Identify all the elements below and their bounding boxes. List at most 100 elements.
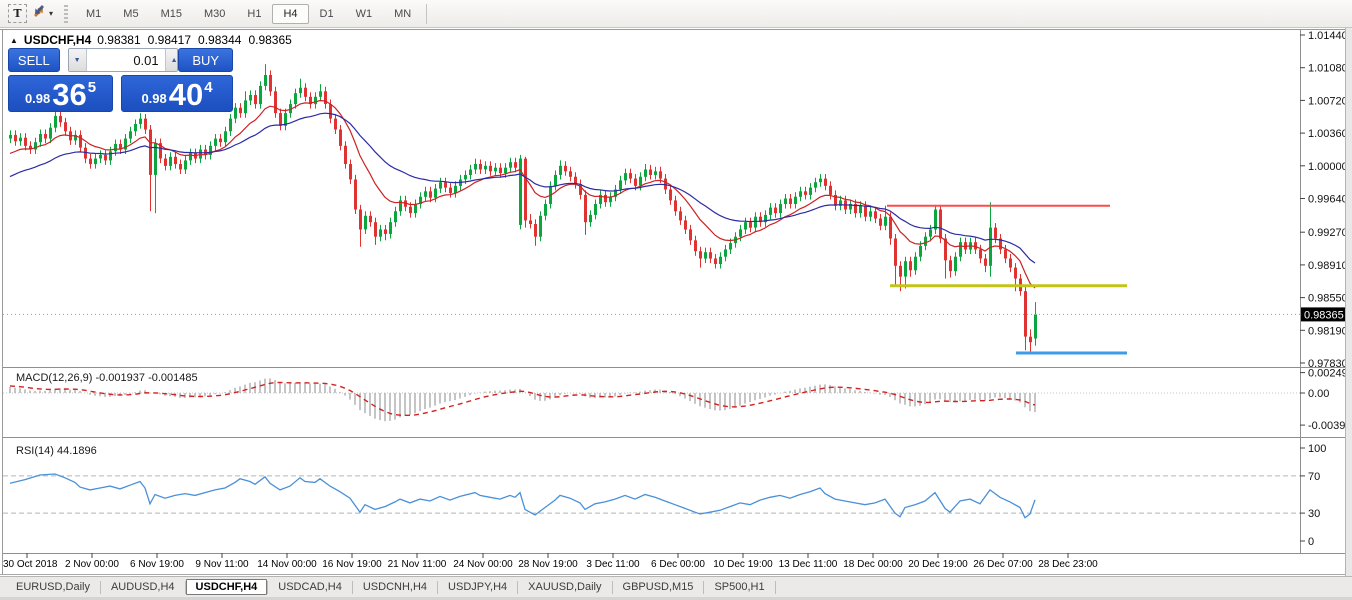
panel-frame [0,29,1352,575]
price-axis[interactable]: 1.01440 1.01080 1.00720 1.00360 1.00000 0.996… [1300,30,1348,370]
svg-text:3 Dec 11:00: 3 Dec 11:00 [586,559,640,570]
svg-text:14 Nov 00:00: 14 Nov 00:00 [257,559,317,570]
chart-tab-usdchf-h4[interactable]: USDCHF,H4 [185,579,268,595]
svg-text:1.00720: 1.00720 [1308,95,1348,107]
indicator-level-lines [3,392,1300,514]
timeframe-button-m5[interactable]: M5 [123,7,139,20]
timeframe-button-w1[interactable]: W1 [355,7,373,20]
ohlc-low: 0.98344 [198,33,242,47]
one-click-trade-panel: SELL ▼ ▲ BUY 0.98 36 5 0.98 40 4 [8,48,233,112]
svg-text:30 Oct 2018: 30 Oct 2018 [3,559,58,570]
svg-text:18 Dec 00:00: 18 Dec 00:00 [843,559,903,570]
chart-tab-usdjpy-h4[interactable]: USDJPY,H4 [448,581,508,593]
tab-separator [99,580,101,594]
svg-text:0.00: 0.00 [1308,388,1329,400]
svg-text:0.002492: 0.002492 [1308,368,1352,380]
svg-text:1.01080: 1.01080 [1308,63,1348,75]
window-right-edge [1345,28,1352,576]
tab-separator [437,580,439,594]
timeframe-button-m15[interactable]: M15 [160,7,182,20]
arrows-dropdown-caret[interactable]: ▾ [49,9,54,18]
chart-tab-audusd-h4[interactable]: AUDUSD,H4 [110,581,175,593]
tab-separator [774,580,776,594]
volume-increase-button[interactable]: ▲ [164,49,178,71]
chart-tab-sp500-h1[interactable]: SP500,H1 [714,581,765,593]
buy-price-sup: 4 [204,79,213,96]
svg-text:0.99270: 0.99270 [1308,227,1348,239]
toolbar-separator [426,3,428,24]
chart-tab-usdcnh-h4[interactable]: USDCNH,H4 [362,581,428,593]
text-tool-button[interactable]: T [1,3,28,25]
svg-text:2 Nov 00:00: 2 Nov 00:00 [65,559,119,570]
arrows-icon [31,3,47,24]
sell-price-prefix: 0.98 [24,91,51,106]
macd-histogram [9,378,1036,422]
top-toolbar: T ▾ M1 M5 M15 M30 H1 H4 D1 W1 MN [0,0,1352,28]
chart-symbol-period: USDCHF,H4 [23,33,92,47]
sell-price-big: 36 [52,77,87,113]
tab-separator [703,580,705,594]
timeframe-button-m1[interactable]: M1 [86,7,102,20]
arrows-tool-button[interactable]: ▾ [30,3,54,25]
chart-tab-eurusd-daily[interactable]: EURUSD,Daily [16,581,90,593]
timeframe-button-group: M1 M5 M15 M30 H1 H4 D1 W1 MN [75,3,422,24]
ma-slow-line [9,112,1036,264]
svg-text:100: 100 [1308,443,1326,455]
timeframe-button-d1[interactable]: D1 [319,7,334,20]
ohlc-close: 0.98365 [248,33,292,47]
svg-text:0.98910: 0.98910 [1308,260,1348,272]
svg-text:1.00360: 1.00360 [1308,128,1348,140]
tab-separator [351,580,353,594]
svg-text:26 Dec 07:00: 26 Dec 07:00 [973,559,1033,570]
tab-separator [267,580,269,594]
svg-text:20 Dec 19:00: 20 Dec 19:00 [908,559,968,570]
svg-text:28 Nov 19:00: 28 Nov 19:00 [518,559,578,570]
svg-text:70: 70 [1308,471,1320,483]
svg-text:10 Dec 19:00: 10 Dec 19:00 [713,559,773,570]
chart-tab-gbpusd-m15[interactable]: GBPUSD,M15 [622,581,694,593]
svg-text:0.98550: 0.98550 [1308,293,1348,305]
text-tool-icon: T [8,4,27,23]
chart-tab-usdcad-h4[interactable]: USDCAD,H4 [278,581,342,593]
chart-tab-xauusd-daily[interactable]: XAUUSD,Daily [528,581,602,593]
horizontal-line-objects [887,204,1127,355]
rsi-label: RSI(14) 44.1896 [16,445,97,457]
macd-axis: 0.002492 0.00 -0.003913 [1300,368,1352,432]
toolbar-grip-handle[interactable] [64,4,69,23]
macd-signal-line [9,381,1036,416]
chart-canvas[interactable]: 1.01440 1.01080 1.00720 1.00360 1.00000 0.996… [0,28,1352,576]
svg-text:-0.003913: -0.003913 [1308,420,1352,432]
svg-text:16 Nov 19:00: 16 Nov 19:00 [322,559,382,570]
ohlc-high: 0.98417 [147,33,192,47]
svg-text:6 Dec 00:00: 6 Dec 00:00 [651,559,705,570]
time-axis[interactable]: 30 Oct 2018 2 Nov 00:00 6 Nov 19:00 9 Nov 1… [3,553,1098,570]
volume-decrease-button[interactable]: ▼ [68,49,87,71]
svg-text:24 Nov 00:00: 24 Nov 00:00 [453,559,513,570]
volume-spinner: ▼ ▲ [67,48,179,72]
volume-input[interactable] [86,49,165,71]
svg-text:21 Nov 11:00: 21 Nov 11:00 [388,559,447,570]
rsi-line [9,473,1036,519]
timeframe-button-h4[interactable]: H4 [272,3,309,24]
sell-price-display[interactable]: 0.98 36 5 [8,75,114,113]
sell-button[interactable]: SELL [8,48,60,72]
svg-text:0.98190: 0.98190 [1308,325,1348,337]
timeframe-button-h1[interactable]: H1 [247,7,262,20]
ohlc-open: 0.98381 [97,33,141,47]
candles-layer [9,64,1037,353]
buy-price-big: 40 [168,77,204,113]
svg-text:28 Dec 23:00: 28 Dec 23:00 [1038,559,1098,570]
tab-separator [184,580,186,594]
tab-separator [611,580,613,594]
svg-text:0.99640: 0.99640 [1308,194,1348,206]
timeframe-button-m30[interactable]: M30 [203,7,226,20]
collapse-panel-icon[interactable]: ▲ [10,35,18,45]
chart-title: ▲ USDCHF,H4 0.98381 0.98417 0.98344 0.98… [10,33,292,47]
chart-window: 1.01440 1.01080 1.00720 1.00360 1.00000 0.996… [0,28,1352,576]
buy-price-prefix: 0.98 [141,91,167,106]
buy-price-display[interactable]: 0.98 40 4 [121,75,233,112]
timeframe-button-mn[interactable]: MN [394,7,412,20]
macd-label: MACD(12,26,9) -0.001937 -0.001485 [16,372,198,384]
buy-button[interactable]: BUY [178,48,233,72]
svg-text:0.97830: 0.97830 [1308,358,1348,370]
